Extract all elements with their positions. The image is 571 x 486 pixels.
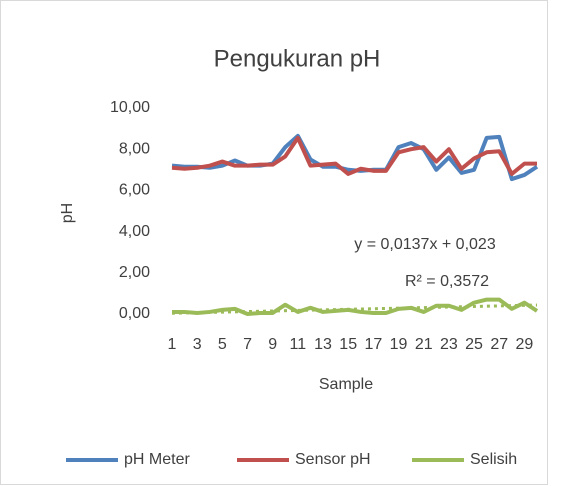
y-tick-label: 2,00 — [119, 264, 150, 281]
trendline-equation: y = 0,0137x + 0,023 — [354, 236, 496, 253]
y-tick-label: 8,00 — [119, 140, 150, 157]
x-tick-label: 3 — [193, 336, 202, 353]
x-tick-label: 27 — [490, 336, 508, 353]
y-axis-title: pH — [59, 203, 76, 223]
y-tick-label: 10,00 — [110, 99, 150, 116]
x-tick-label: 7 — [243, 336, 252, 353]
x-tick-label: 9 — [268, 336, 277, 353]
x-tick-label: 17 — [364, 336, 382, 353]
chart-title: Pengukuran pH — [214, 45, 381, 72]
legend-label: Selisih — [470, 451, 517, 468]
legend-label: Sensor pH — [295, 451, 371, 468]
trendline — [171, 303, 538, 315]
x-tick-label: 25 — [465, 336, 483, 353]
x-tick-label: 21 — [415, 336, 433, 353]
legend-label: pH Meter — [124, 451, 190, 468]
y-tick-label: 4,00 — [119, 223, 150, 240]
y-tick-label: 0,00 — [119, 305, 150, 322]
series-line — [171, 135, 537, 176]
chart-border — [0, 0, 548, 485]
y-tick-label: 6,00 — [119, 182, 150, 199]
x-tick-label: 19 — [390, 336, 408, 353]
x-tick-label: 23 — [440, 336, 458, 353]
x-tick-label: 11 — [290, 336, 307, 353]
x-tick-label: 29 — [516, 336, 534, 353]
x-axis-title: Sample — [319, 376, 373, 393]
x-tick-label: 5 — [218, 336, 227, 353]
series-line — [172, 297, 539, 316]
x-tick-label: 13 — [314, 336, 332, 353]
trendline-r2: R² = 0,3572 — [405, 273, 489, 290]
x-tick-label: 1 — [168, 336, 177, 353]
x-tick-label: 15 — [339, 336, 357, 353]
